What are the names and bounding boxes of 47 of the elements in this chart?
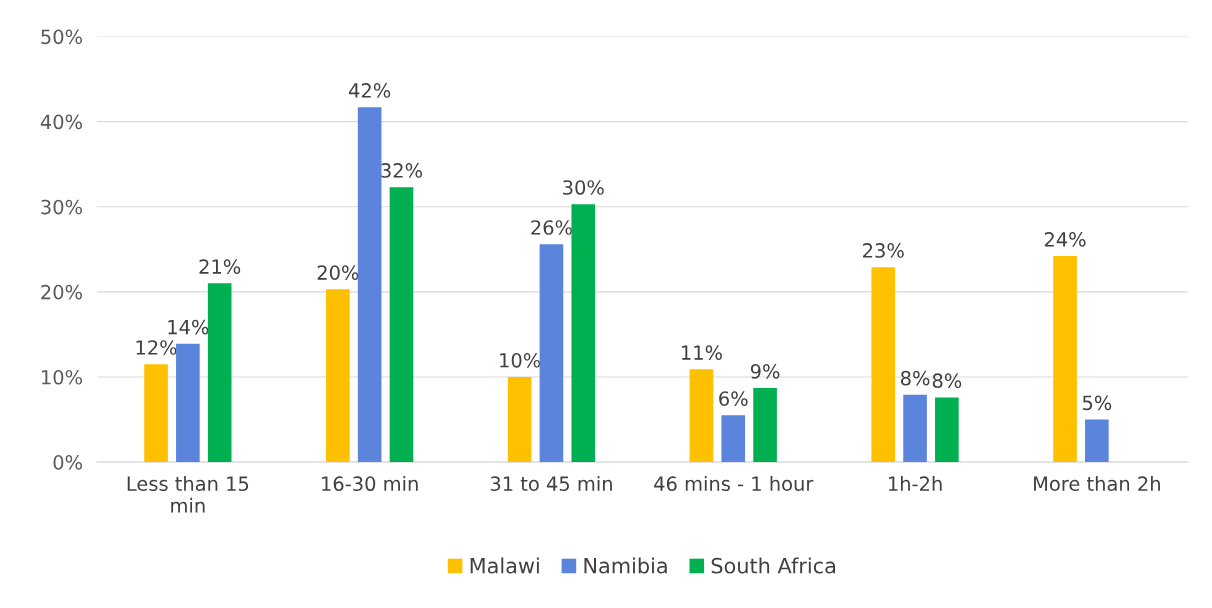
data-label: 23%: [863, 243, 904, 258]
y-tick-label: 10%: [41, 369, 82, 385]
bar: [539, 244, 564, 463]
data-label: 21%: [199, 259, 241, 275]
bar: [1053, 256, 1077, 463]
bar: [689, 369, 714, 463]
bar: [207, 283, 232, 463]
data-label: 14%: [168, 319, 209, 335]
data-label: 10%: [500, 352, 541, 368]
data-label: 8%: [900, 370, 930, 386]
bar: [903, 394, 927, 463]
bar: [326, 289, 350, 463]
x-tick-label: 31 to 45 min: [490, 475, 612, 492]
bar: [144, 364, 168, 463]
bar: [357, 107, 382, 463]
data-label: 11%: [681, 345, 722, 360]
legend-label: Namibia: [584, 557, 667, 574]
bar: [507, 376, 532, 463]
x-tick-label: Less than 15 min: [127, 475, 249, 513]
legend-label: South Africa: [711, 557, 836, 574]
bar: [935, 397, 959, 463]
bar: [753, 388, 777, 463]
y-tick-label: 50%: [41, 29, 82, 45]
bar: [571, 204, 596, 463]
x-tick-label: 1h-2h: [888, 475, 942, 491]
legend-label: Malawi: [470, 557, 539, 574]
data-label: 32%: [381, 163, 423, 178]
bar: [389, 187, 414, 463]
x-tick-label: 16-30 min: [322, 475, 418, 492]
data-label: 8%: [932, 373, 962, 389]
bar: [871, 267, 896, 463]
data-label: 42%: [349, 83, 391, 98]
y-tick-label: 0%: [53, 455, 82, 470]
x-tick-label: More than 2h: [1034, 475, 1160, 492]
bar: [721, 415, 746, 463]
data-label: 5%: [1082, 395, 1112, 411]
bar: [176, 343, 200, 463]
data-label: 30%: [563, 180, 604, 195]
data-label: 20%: [317, 265, 359, 280]
bar: [1085, 419, 1109, 463]
data-label: 9%: [750, 363, 780, 379]
data-label: 24%: [1044, 232, 1086, 247]
x-tick-label: 46 mins - 1 hour: [654, 475, 814, 492]
y-tick-label: 20%: [41, 284, 82, 300]
y-tick-label: 40%: [40, 114, 82, 130]
data-label: 6%: [719, 391, 748, 406]
y-tick-label: 30%: [41, 199, 82, 215]
